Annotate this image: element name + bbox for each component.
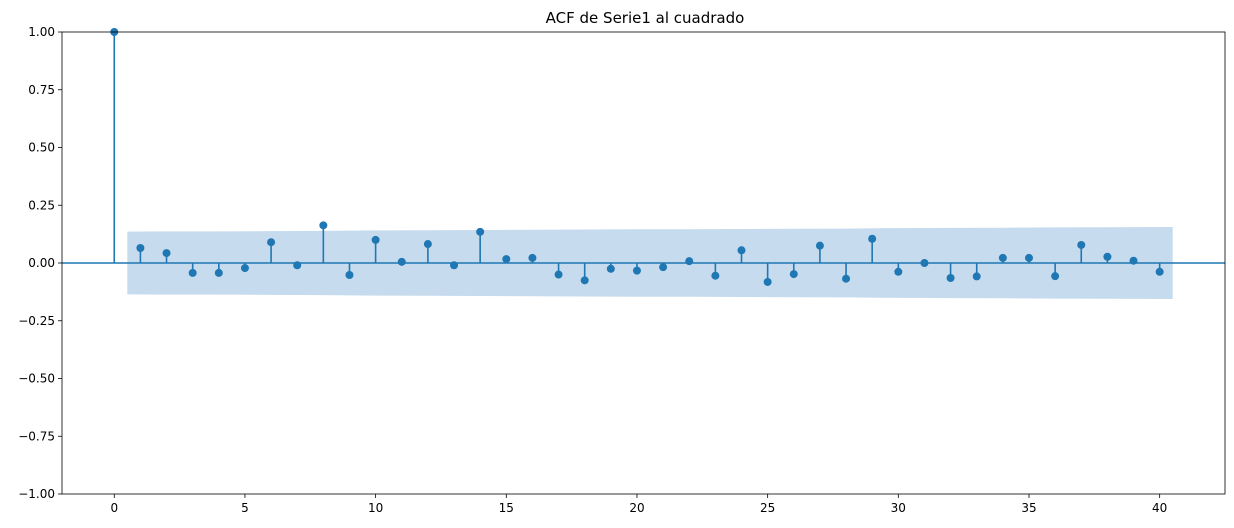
- marker-lag-18: [580, 276, 589, 285]
- marker-lag-32: [946, 274, 955, 283]
- x-tick-label: 10: [368, 501, 383, 515]
- marker-lag-24: [737, 246, 746, 255]
- x-tick-label: 25: [760, 501, 775, 515]
- marker-lag-3: [188, 268, 197, 277]
- marker-lag-9: [345, 271, 354, 280]
- marker-lag-4: [214, 268, 223, 277]
- marker-lag-2: [162, 249, 171, 258]
- x-tick-label: 5: [241, 501, 249, 515]
- marker-lag-28: [842, 274, 851, 283]
- x-tick-label: 20: [629, 501, 644, 515]
- marker-lag-39: [1129, 256, 1138, 265]
- x-tick-label: 0: [110, 501, 118, 515]
- y-tick-label: 0.00: [28, 256, 55, 270]
- y-axis: −1.00 −0.75 −0.50 −0.25 0.00 0.25 0.50 0.75 1.00: [18, 25, 62, 501]
- marker-lag-30: [894, 267, 903, 276]
- x-axis: 0 5 10 15 20 25 30 35 40: [110, 494, 1167, 515]
- marker-lag-17: [554, 270, 563, 279]
- marker-lag-6: [267, 238, 276, 247]
- marker-lag-20: [632, 266, 641, 275]
- marker-lag-33: [972, 272, 981, 281]
- marker-lag-5: [240, 264, 249, 273]
- x-tick-label: 15: [499, 501, 514, 515]
- y-tick-label: 0.50: [28, 141, 55, 155]
- chart-title: ACF de Serie1 al cuadrado: [546, 9, 745, 27]
- marker-lag-13: [450, 261, 459, 270]
- marker-lag-31: [920, 259, 929, 267]
- x-tick-label: 40: [1152, 501, 1167, 515]
- marker-lag-1: [136, 243, 145, 252]
- y-tick-label: −1.00: [18, 487, 55, 501]
- y-tick-label: −0.25: [18, 314, 55, 328]
- y-tick-label: −0.75: [18, 429, 55, 443]
- marker-lag-19: [606, 264, 615, 273]
- marker-lag-34: [998, 253, 1007, 262]
- y-tick-label: −0.50: [18, 372, 55, 386]
- marker-lag-37: [1077, 240, 1086, 249]
- y-tick-label: 1.00: [28, 25, 55, 39]
- x-tick-label: 30: [891, 501, 906, 515]
- marker-lag-21: [659, 263, 668, 272]
- marker-lag-7: [293, 261, 302, 270]
- y-tick-label: 0.25: [28, 198, 55, 212]
- marker-lag-23: [711, 271, 720, 280]
- marker-lag-22: [685, 257, 694, 266]
- marker-lag-16: [528, 253, 537, 262]
- marker-lag-11: [397, 257, 406, 266]
- marker-lag-15: [502, 255, 511, 264]
- marker-lag-29: [868, 234, 877, 243]
- marker-lag-10: [371, 235, 380, 244]
- markers: [110, 28, 1164, 286]
- marker-lag-36: [1051, 272, 1060, 281]
- marker-lag-40: [1155, 267, 1164, 276]
- marker-lag-12: [423, 240, 432, 249]
- marker-lag-27: [815, 241, 824, 250]
- marker-lag-38: [1103, 252, 1112, 261]
- y-tick-label: 0.75: [28, 83, 55, 97]
- marker-lag-8: [319, 221, 328, 230]
- marker-lag-14: [476, 227, 485, 236]
- x-tick-label: 35: [1021, 501, 1036, 515]
- marker-lag-35: [1024, 253, 1033, 262]
- marker-lag-25: [763, 277, 772, 286]
- marker-lag-26: [789, 270, 798, 279]
